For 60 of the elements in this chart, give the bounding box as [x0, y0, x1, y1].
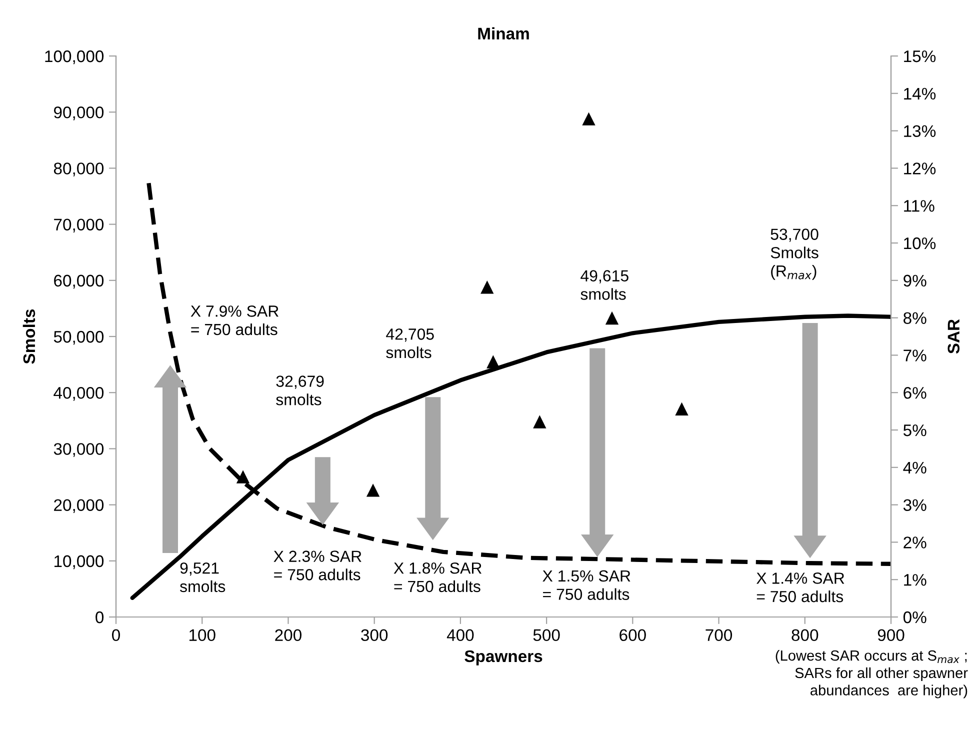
x-tick-label: 500 — [533, 629, 560, 642]
x-tick-label: 900 — [878, 629, 904, 642]
annotation: X 1.4% SAR = 750 adults — [756, 572, 844, 602]
x-tick-label: 200 — [275, 629, 302, 642]
annotation: 32,679 smolts — [276, 376, 324, 406]
y2-tick-label: 4% — [903, 462, 926, 474]
y2-tick-label: 8% — [904, 312, 926, 324]
y2-tick-label: 10% — [904, 237, 936, 250]
y2-tick-label: 5% — [903, 424, 926, 436]
point — [675, 402, 688, 416]
annotation: X 1.8% SAR = 750 adults — [394, 562, 482, 592]
y2-tick-label: 3% — [903, 499, 926, 512]
y-axis-title: Smolts — [22, 309, 36, 364]
x-axis-title: Spawners — [464, 650, 542, 666]
y2-tick-label: 9% — [904, 274, 926, 287]
annotation: 42,705 smolts — [386, 328, 434, 358]
point — [533, 415, 546, 428]
y-tick-label: 90,000 — [54, 106, 104, 120]
y-tick-label: 30,000 — [54, 443, 104, 457]
y2-tick-label: 7% — [904, 350, 926, 362]
x-tick-label: 600 — [620, 629, 646, 642]
y2-tick-label: 6% — [904, 387, 926, 399]
x-tick-label: 700 — [706, 629, 732, 642]
x-tick-label: 300 — [361, 629, 388, 642]
y-tick-label: 10,000 — [54, 555, 104, 570]
x-tick-label: 100 — [189, 629, 216, 642]
point — [605, 311, 619, 325]
y2-tick-label: 11% — [904, 200, 934, 212]
annotation: X 2.3% SAR = 750 adults — [274, 550, 362, 580]
point — [480, 280, 494, 294]
y-tick-label: 70,000 — [54, 218, 104, 232]
point — [486, 355, 500, 368]
annotation: 49,615 smolts — [580, 270, 628, 300]
chart-title: Minam — [478, 27, 529, 40]
y2-tick-label: 14% — [904, 88, 936, 100]
point — [582, 112, 596, 126]
text: (Lowest SAR occurs at S$_{max}$ ; SARs for all other spawner abundances are higher) — [776, 650, 968, 698]
y2-tick-label: 15% — [904, 50, 936, 62]
y2-axis-title: SAR — [948, 319, 960, 354]
annotation: 53,700 Smolts (R$_{max}$) — [770, 228, 818, 280]
x-tick-label: 800 — [792, 629, 818, 642]
y-tick-label: 100,000 — [45, 50, 104, 64]
point — [236, 470, 250, 484]
y-tick-label: 50,000 — [54, 330, 104, 345]
point — [366, 484, 380, 497]
y2-tick-label: 13% — [904, 125, 936, 138]
annotation: X 1.5% SAR = 750 adults — [542, 570, 630, 600]
y-tick-label: 60,000 — [54, 274, 104, 289]
y-tick-label: 0 — [96, 611, 104, 624]
y-tick-label: 80,000 — [54, 162, 104, 176]
y2-tick-label: 2% — [904, 536, 926, 548]
y-tick-label: 20,000 — [54, 499, 104, 513]
annotation: 9,521 smolts — [180, 562, 226, 592]
annotation: X 7.9% SAR = 750 adults — [190, 306, 278, 336]
y2-tick-label: 12% — [904, 162, 936, 174]
y2-tick-label: 1% — [904, 574, 926, 586]
x-tick-label: 0 — [112, 629, 120, 642]
x-tick-label: 400 — [446, 629, 474, 642]
y2-tick-label: 0% — [903, 611, 926, 624]
y-tick-label: 40,000 — [54, 387, 104, 401]
